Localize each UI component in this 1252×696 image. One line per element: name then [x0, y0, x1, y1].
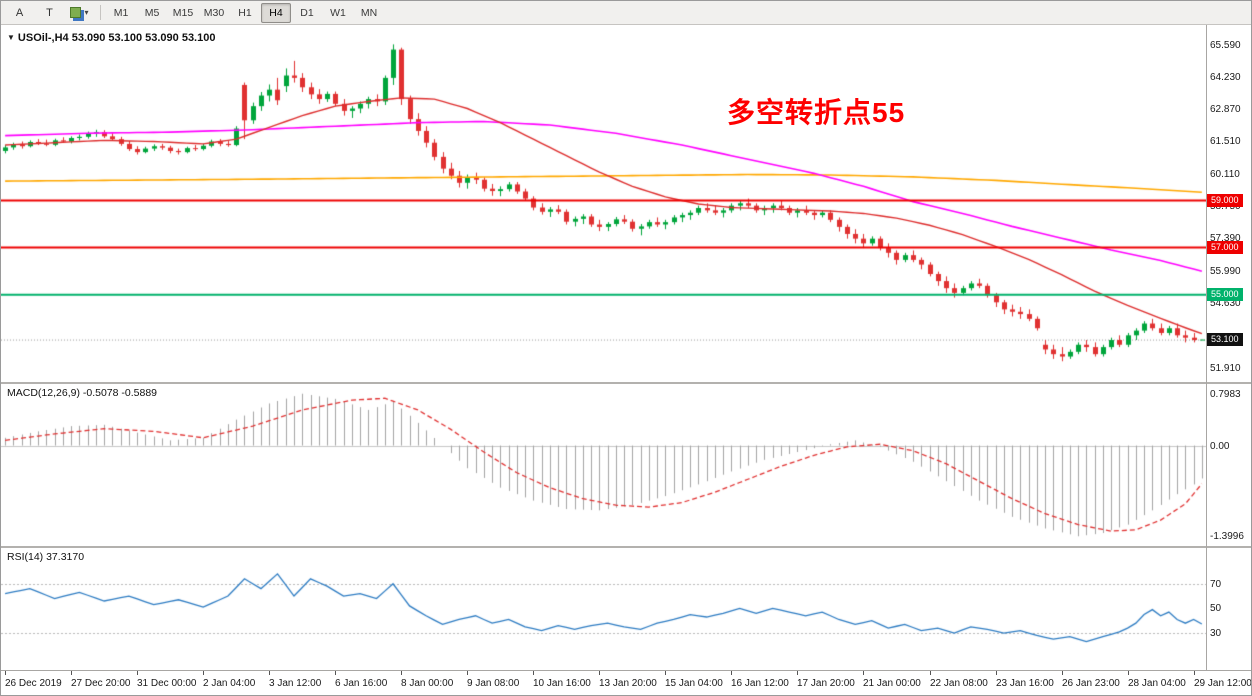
time-axis-tick	[467, 671, 468, 675]
price-axis-label: 51.910	[1210, 362, 1241, 374]
time-axis-label: 13 Jan 20:00	[599, 678, 657, 689]
time-axis-label: 27 Dec 20:00	[71, 678, 131, 689]
time-axis-label: 15 Jan 04:00	[665, 678, 723, 689]
rsi-axis-label: 50	[1210, 603, 1222, 615]
price-axis-label: 55.990	[1210, 266, 1241, 278]
timeframe-button-mn[interactable]: MN	[360, 6, 378, 19]
timeframe-button-w1[interactable]: W1	[330, 6, 346, 19]
text-tool-button[interactable]: T	[35, 2, 64, 23]
time-axis-tick	[996, 671, 997, 675]
main-price-chart-canvas[interactable]	[1, 26, 1206, 382]
macd-axis-label: 0.00	[1210, 440, 1230, 452]
time-axis[interactable]: 26 Dec 2019 27 Dec 20:00 31 Dec 00:00 2 Jan…	[1, 670, 1252, 695]
timeframe-button-h1[interactable]: H1	[238, 6, 252, 19]
time-axis-tick	[930, 671, 931, 675]
price-axis-label: 61.510	[1210, 136, 1241, 148]
time-axis-tick	[665, 671, 666, 675]
layers-icon	[70, 7, 82, 18]
time-axis-label: 6 Jan 16:00	[335, 678, 388, 689]
time-axis-tick	[1062, 671, 1063, 675]
price-axis-label: 60.110	[1210, 169, 1240, 181]
symbol-period-label: USOil-,H4	[17, 32, 69, 44]
time-axis-tick	[599, 671, 600, 675]
chart-objects-dropdown-button[interactable]: ▾	[65, 2, 94, 23]
timeframe-button-m15[interactable]: M15	[172, 6, 194, 19]
ohlc-values: 53.090 53.100 53.090 53.100	[71, 32, 216, 44]
time-axis-tick	[1128, 671, 1129, 675]
rsi-indicator-label: RSI(14) 37.3170	[7, 551, 85, 563]
price-axis-label: 54.630	[1210, 298, 1241, 310]
time-axis-label: 10 Jan 16:00	[533, 678, 591, 689]
time-axis-label: 16 Jan 12:00	[731, 678, 789, 689]
macd-axis-label: 0.7983	[1210, 388, 1241, 400]
time-axis-label: 31 Dec 00:00	[137, 678, 197, 689]
time-axis-tick	[533, 671, 534, 675]
chart-title: ▼ USOil-,H4 53.090 53.100 53.090 53.100	[7, 32, 215, 44]
collapse-triangle-icon[interactable]: ▼	[7, 33, 15, 42]
time-axis-tick	[401, 671, 402, 675]
time-axis-tick	[731, 671, 732, 675]
rsi-axis-label: 30	[1210, 628, 1222, 640]
price-axis-label: 65.590	[1210, 40, 1241, 52]
panel-separator-macd-rsi[interactable]	[1, 546, 1251, 548]
time-axis-label: 29 Jan 12:00	[1194, 678, 1252, 689]
time-axis-tick	[5, 671, 6, 675]
time-axis-tick	[1194, 671, 1195, 675]
time-axis-label: 17 Jan 20:00	[797, 678, 855, 689]
macd-indicator-label: MACD(12,26,9) -0.5078 -0.5889	[7, 387, 157, 399]
time-axis-label: 21 Jan 00:00	[863, 678, 921, 689]
font-tool-button[interactable]: A	[5, 2, 34, 23]
price-level-tag: 59.000	[1207, 193, 1243, 207]
rsi-indicator-canvas[interactable]	[1, 548, 1206, 670]
time-axis-label: 22 Jan 08:00	[930, 678, 988, 689]
rsi-axis-label: 70	[1210, 578, 1222, 590]
price-axis-border	[1206, 25, 1207, 670]
price-level-tag: 55.000	[1207, 288, 1243, 302]
time-axis-label: 3 Jan 12:00	[269, 678, 322, 689]
time-axis-label: 8 Jan 00:00	[401, 678, 454, 689]
time-axis-tick	[335, 671, 336, 675]
price-axis-label: 64.230	[1210, 72, 1241, 84]
timeframe-button-m1[interactable]: M1	[113, 6, 129, 19]
time-axis-tick	[203, 671, 204, 675]
price-axis-label: 57.390	[1210, 233, 1241, 245]
time-axis-tick	[797, 671, 798, 675]
time-axis-tick	[71, 671, 72, 675]
timeframe-button-m30[interactable]: M30	[203, 6, 225, 19]
time-axis-tick	[269, 671, 270, 675]
time-axis-label: 23 Jan 16:00	[996, 678, 1054, 689]
timeframe-button-m5[interactable]: M5	[144, 6, 160, 19]
time-axis-label: 26 Jan 23:00	[1062, 678, 1120, 689]
chart-toolbar: A T ▾ M1 M5 M15 M30 H1 H4 D1 W1 MN	[1, 1, 1251, 25]
text-tool-label: T	[46, 6, 53, 19]
font-tool-label: A	[15, 6, 24, 19]
macd-indicator-canvas[interactable]	[1, 384, 1206, 546]
timeframe-button-group: M1 M5 M15 M30 H1 H4 D1 W1 MN	[106, 2, 385, 23]
timeframe-button-h4[interactable]: H4	[261, 2, 291, 23]
time-axis-tick	[137, 671, 138, 675]
time-axis-label: 28 Jan 04:00	[1128, 678, 1186, 689]
current-price-tag: 53.100	[1207, 333, 1243, 347]
chevron-down-icon: ▾	[84, 8, 89, 17]
macd-axis-label: -1.3996	[1210, 531, 1244, 543]
price-level-tag: 57.000	[1207, 241, 1243, 255]
toolbar-separator	[100, 5, 101, 20]
chart-text-annotation[interactable]: 多空转折点55	[727, 97, 906, 128]
time-axis-label: 9 Jan 08:00	[467, 678, 520, 689]
time-axis-tick	[863, 671, 864, 675]
time-axis-label: 2 Jan 04:00	[203, 678, 256, 689]
panel-separator-main-macd[interactable]	[1, 382, 1251, 384]
price-axis-label: 62.870	[1210, 104, 1241, 116]
time-axis-label: 26 Dec 2019	[5, 678, 62, 689]
timeframe-button-d1[interactable]: D1	[300, 6, 314, 19]
